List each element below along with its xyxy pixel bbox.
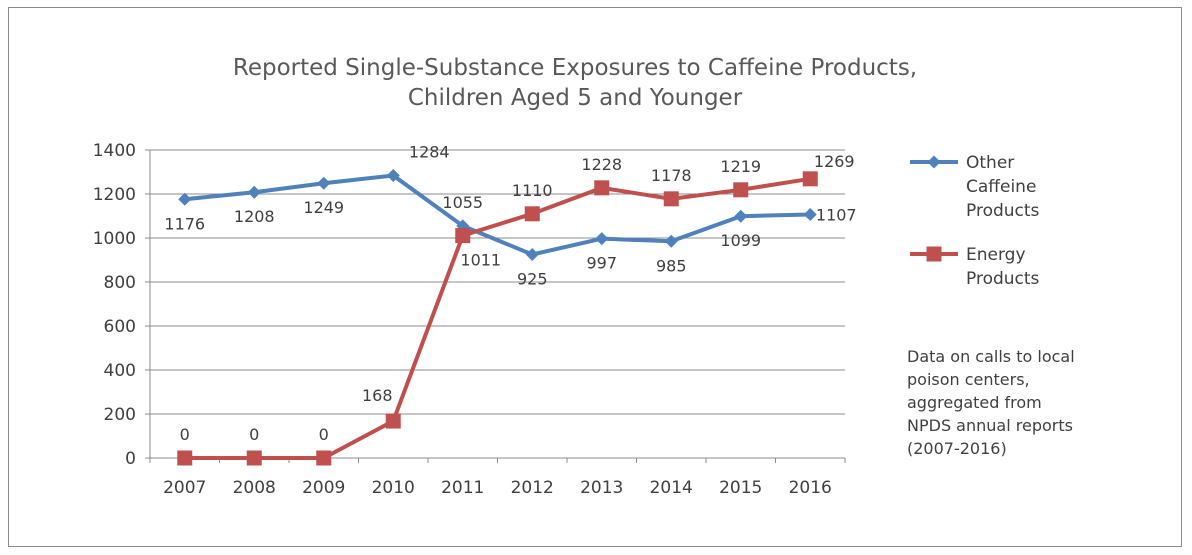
y-tick-label: 600 (104, 317, 136, 337)
legend: Other Caffeine Products Energy Products (910, 153, 1040, 289)
data-point-s1-7 (663, 191, 679, 207)
y-tick-label: 0 (125, 449, 136, 469)
y-tick-label: 1400 (93, 141, 136, 161)
note-line: Data on calls to local (907, 347, 1075, 366)
data-point-s1-9 (802, 171, 818, 187)
data-point-s1-1 (246, 450, 262, 466)
data-point-s0-6 (595, 232, 609, 246)
data-label-s0-0: 1176 (164, 214, 205, 233)
series (177, 169, 818, 466)
data-point-sL1-0 (926, 246, 942, 262)
annotation-note: Data on calls to local poison centers, agg… (907, 347, 1075, 458)
x-tick-label: 2016 (789, 478, 832, 498)
data-point-s1-4 (455, 228, 471, 244)
data-label-s1-1: 0 (249, 425, 259, 444)
y-tick-label: 800 (104, 273, 136, 293)
data-label-s1-8: 1219 (720, 157, 761, 176)
legend-label-1: Energy (966, 245, 1026, 265)
data-label-s1-2: 0 (319, 425, 329, 444)
series-line-0 (184, 173, 811, 257)
data-label-s0-9: 1107 (816, 205, 857, 224)
legend-label-1: Products (966, 269, 1040, 289)
data-point-s0-1 (247, 185, 261, 199)
data-point-s0-7 (664, 234, 678, 248)
data-label-s1-7: 1178 (651, 166, 692, 185)
chart-title-line: Children Aged 5 and Younger (408, 85, 743, 111)
chart-title: Reported Single-Substance Exposures to C… (233, 55, 917, 111)
data-point-s0-0 (178, 192, 192, 206)
data-point-s1-3 (385, 413, 401, 429)
gridlines: 0 200 400 600 800 1000 1200 1400 (93, 141, 845, 469)
data-labels: 1176 1208 1249 1284 1055 925 997 985 1099 1107 0 0 0… (164, 143, 856, 444)
x-tick-label: 2011 (441, 478, 484, 498)
x-tick-label: 2008 (233, 478, 276, 498)
legend-label-0: Caffeine (966, 177, 1036, 197)
chart-title-line: Reported Single-Substance Exposures to C… (233, 55, 917, 81)
data-label-s0-3: 1284 (409, 143, 450, 162)
data-point-sL0-0 (927, 155, 941, 169)
data-point-s0-8 (734, 209, 748, 223)
data-label-s0-1: 1208 (234, 207, 275, 226)
data-label-s0-7: 985 (656, 256, 687, 275)
data-label-s0-2: 1249 (303, 198, 344, 217)
note-line: poison centers, (907, 370, 1030, 389)
series-line-1 (184, 176, 811, 460)
x-tick-label: 2015 (719, 478, 762, 498)
x-tick-label: 2013 (580, 478, 623, 498)
data-label-s1-9: 1269 (814, 152, 855, 171)
data-label-s1-5: 1110 (512, 181, 553, 200)
data-point-s1-0 (177, 450, 193, 466)
data-point-s1-8 (733, 182, 749, 198)
axes: 2007 2008 2009 2010 2011 2012 2013 2014 2015 2016 (145, 149, 846, 498)
data-point-s1-6 (594, 180, 610, 196)
y-tick-label: 1000 (93, 229, 136, 249)
data-label-s1-0: 0 (180, 425, 190, 444)
data-label-s1-3: 168 (362, 386, 393, 405)
legend-label-0: Other (966, 153, 1014, 173)
data-point-s0-5 (525, 248, 539, 261)
y-tick-label: 1200 (93, 185, 136, 205)
data-label-s0-6: 997 (586, 254, 617, 273)
x-tick-label: 2012 (511, 478, 554, 498)
data-label-s0-8: 1099 (720, 231, 761, 250)
y-tick-label: 200 (104, 405, 136, 425)
x-tick-label: 2010 (372, 478, 415, 498)
data-label-s1-4: 1011 (460, 251, 501, 270)
data-label-s0-5: 925 (517, 270, 548, 289)
note-line: aggregated from (907, 393, 1042, 412)
data-point-s0-3 (386, 169, 400, 183)
data-point-s1-5 (524, 206, 540, 222)
x-tick-label: 2007 (163, 478, 206, 498)
x-tick-label: 2014 (650, 478, 693, 498)
x-tick-label: 2009 (302, 478, 345, 498)
data-label-s0-4: 1055 (442, 193, 483, 212)
note-line: NPDS annual reports (907, 416, 1073, 435)
data-point-s0-2 (317, 176, 331, 190)
data-label-s1-6: 1228 (581, 155, 622, 174)
y-tick-label: 400 (104, 361, 136, 381)
data-point-s0-9 (803, 207, 817, 221)
legend-label-0: Products (966, 201, 1040, 221)
note-line: (2007-2016) (907, 439, 1007, 458)
data-point-s1-2 (316, 450, 332, 466)
